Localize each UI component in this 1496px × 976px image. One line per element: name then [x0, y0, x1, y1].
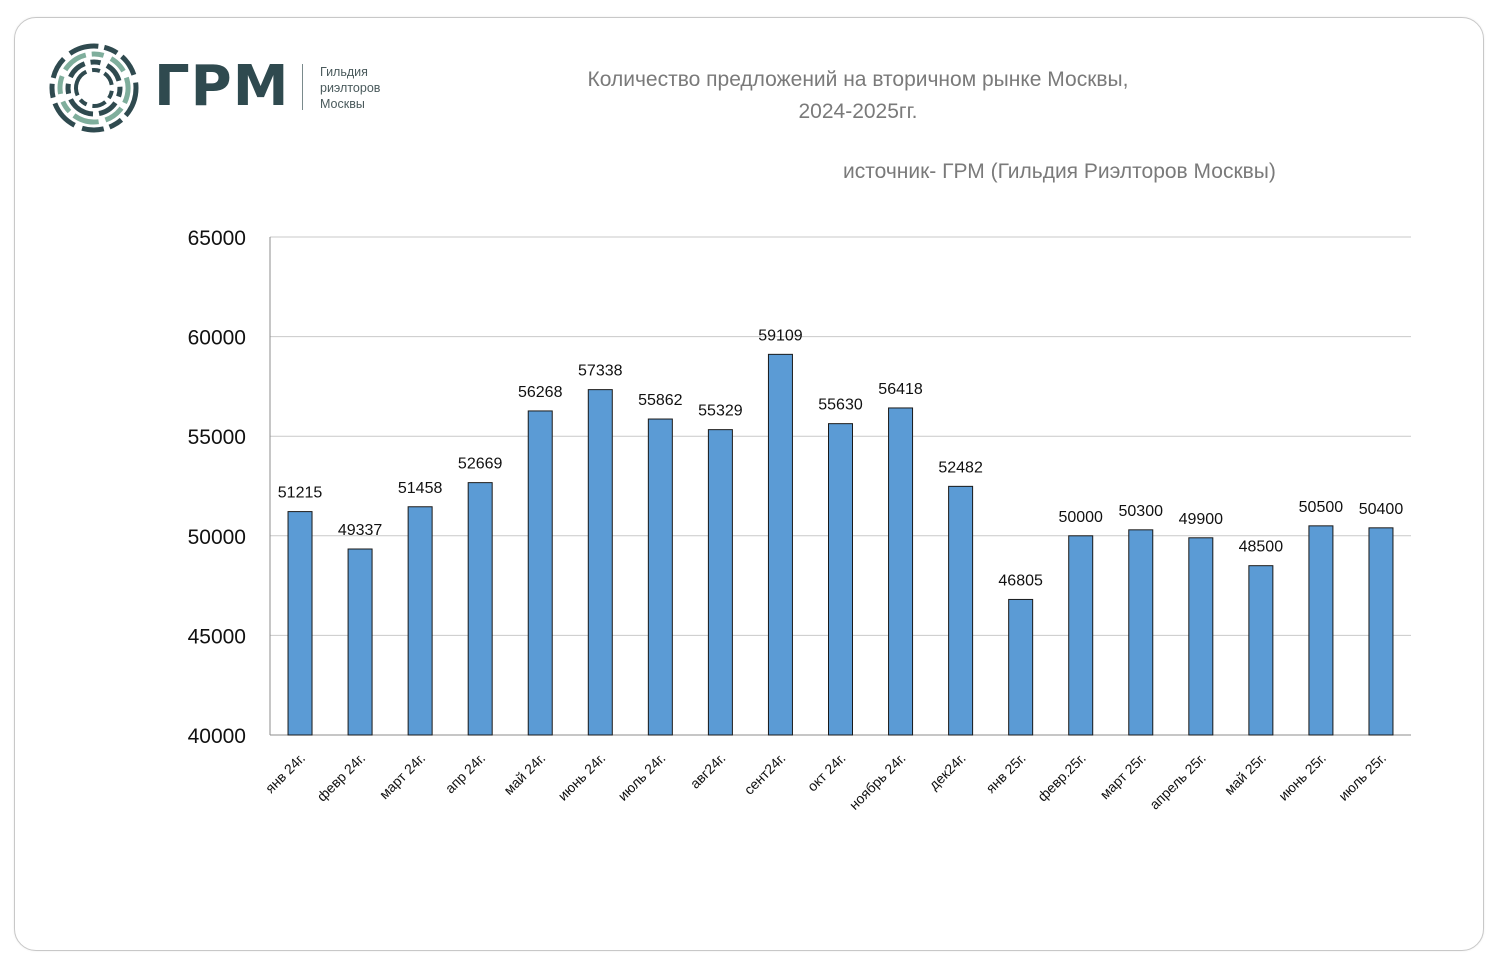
x-tick-label: дек24г. [926, 750, 969, 793]
bar [948, 485, 974, 736]
x-tick-label: март 24г. [376, 750, 428, 802]
bar [287, 511, 313, 736]
data-label: 48500 [1239, 539, 1284, 556]
bar [407, 506, 433, 736]
data-label: 55329 [698, 403, 743, 420]
bar [767, 353, 793, 736]
x-tick-label: сент24г. [741, 750, 789, 798]
bar [1068, 535, 1094, 736]
x-tick-label: апрель 25г. [1146, 750, 1209, 813]
y-tick-label: 65000 [188, 227, 246, 250]
chart-title: Количество предложений на вторичном рынк… [458, 64, 1258, 128]
x-tick-label: июль 24г. [615, 750, 669, 804]
data-label: 59109 [758, 327, 803, 344]
bar [1008, 598, 1034, 736]
data-label: 50300 [1119, 503, 1164, 520]
bar [707, 429, 733, 736]
data-label: 50500 [1299, 499, 1344, 516]
ring-logo-icon [49, 43, 139, 133]
source-note: источник- ГРМ (Гильдия Риэлторов Москвы) [843, 160, 1276, 183]
bar [1368, 527, 1394, 736]
chart-title-line: Количество предложений на вторичном рынк… [587, 68, 1129, 91]
y-tick-label: 45000 [188, 625, 246, 648]
x-tick-label: янв 24г. [262, 750, 308, 796]
data-label: 49337 [338, 522, 383, 539]
chart-title-line: 2024-2025гг. [798, 100, 918, 123]
data-label: 51215 [278, 485, 323, 502]
bar [527, 410, 553, 736]
logo: ГРМ Гильдия риэлторов Москвы [48, 42, 408, 136]
data-label: 51458 [398, 480, 443, 497]
data-label: 55862 [638, 392, 683, 409]
bar [1128, 529, 1154, 736]
data-label: 55630 [818, 397, 863, 414]
bar [647, 418, 673, 736]
bar [828, 423, 853, 736]
x-tick-label: авг24г. [687, 750, 729, 792]
bar [1248, 565, 1274, 736]
x-tick-label: янв 25г. [982, 750, 1028, 796]
bar [587, 389, 613, 736]
logo-divider [302, 64, 303, 110]
data-label: 52482 [938, 459, 983, 476]
x-tick-label: июль 25г. [1335, 750, 1389, 804]
data-label: 56418 [878, 381, 923, 398]
y-tick-label: 55000 [188, 426, 246, 449]
data-label: 50000 [1058, 509, 1103, 526]
logo-subtitle-line: риэлторов [320, 81, 381, 95]
y-tick-label: 40000 [188, 725, 246, 748]
data-label: 49900 [1179, 511, 1224, 528]
logo-text: ГРМ [154, 54, 290, 119]
x-tick-label: апр 24г. [442, 750, 489, 797]
bar [888, 407, 914, 736]
data-label: 56268 [518, 384, 563, 401]
x-tick-label: март 25г. [1097, 750, 1149, 802]
y-tick-label: 60000 [188, 327, 246, 350]
logo-subtitle: Гильдия риэлторов Москвы [320, 64, 410, 112]
data-label: 50400 [1359, 501, 1404, 518]
logo-subtitle-line: Москвы [320, 97, 365, 111]
x-tick-label: февр.25г. [1034, 750, 1089, 805]
x-tick-label: май 25г. [1221, 750, 1269, 798]
bar [467, 482, 493, 736]
x-tick-label: май 24г. [500, 750, 548, 798]
y-tick-label: 50000 [188, 526, 246, 549]
x-tick-label: февр 24г. [314, 750, 369, 805]
x-tick-label: ноябрь 24г. [846, 750, 909, 813]
bar [347, 548, 373, 736]
data-label: 52669 [458, 456, 503, 473]
x-tick-label: июнь 24г. [555, 750, 609, 804]
x-tick-label: июнь 25г. [1275, 750, 1329, 804]
bar [1308, 525, 1334, 736]
data-label: 57338 [578, 363, 623, 380]
logo-subtitle-line: Гильдия [320, 65, 368, 79]
slide-frame [14, 17, 1484, 951]
x-tick-label: окт 24г. [804, 750, 849, 795]
data-label: 46805 [998, 572, 1043, 589]
bar [1188, 537, 1214, 736]
